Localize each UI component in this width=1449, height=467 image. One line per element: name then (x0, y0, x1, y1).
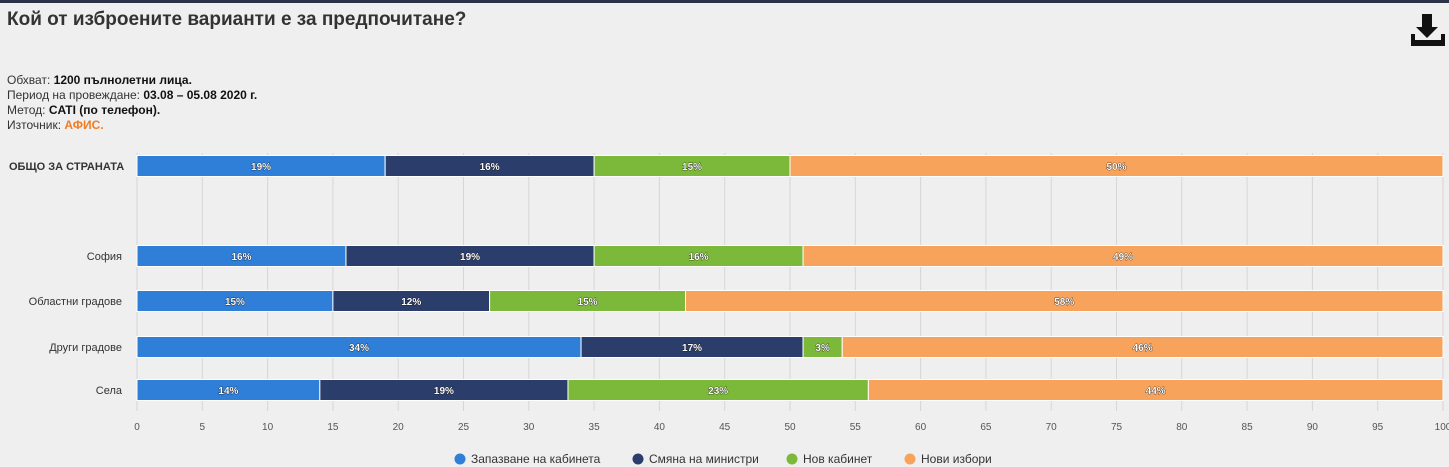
data-label: 15% (578, 297, 598, 308)
source-label: Източник: (7, 118, 62, 132)
legend-item[interactable]: Нов кабинет (786, 452, 873, 466)
legend-label: Нови избори (921, 452, 992, 466)
data-label: 34% (349, 343, 369, 354)
period-label: Период на провеждане: (7, 88, 141, 102)
data-label: 15% (682, 162, 702, 173)
x-tick-label: 5 (200, 422, 206, 433)
x-tick-label: 45 (719, 422, 731, 433)
x-tick-label: 75 (1111, 422, 1123, 433)
x-tick-label: 90 (1307, 422, 1319, 433)
bar-segment[interactable] (789, 155, 1444, 177)
x-tick-label: 50 (784, 422, 796, 433)
legend-label: Запазване на кабинета (471, 452, 601, 466)
legend-item[interactable]: Смяна на министри (632, 452, 759, 466)
data-label: 44% (1146, 386, 1166, 397)
data-label: 23% (708, 386, 728, 397)
stacked-bar-chart: 0 5 10 15 20 25 30 35 40 45 50 55 60 65 70 75 80 85 90 95 10… (9, 153, 1449, 466)
x-tick-label: 65 (980, 422, 992, 433)
period-value: 03.08 – 05.08 2020 г. (143, 88, 258, 102)
legend-marker (632, 453, 644, 465)
legend-marker (786, 453, 798, 465)
x-tick-label: 60 (915, 422, 927, 433)
data-label: 49% (1113, 252, 1133, 263)
chart-title: Кой от изброените варианти е за предпочи… (7, 9, 467, 30)
x-tick-label: 40 (654, 422, 666, 433)
x-tick-label: 25 (458, 422, 470, 433)
x-tick-label: 55 (850, 422, 862, 433)
data-label: 50% (1106, 162, 1126, 173)
x-tick-label: 80 (1176, 422, 1188, 433)
data-label: 46% (1133, 343, 1153, 354)
data-label: 16% (480, 162, 500, 173)
bar-segment[interactable] (685, 290, 1444, 312)
x-tick-label: 30 (523, 422, 535, 433)
scope-label: Обхват: (7, 73, 51, 87)
x-tick-label: 100 (1435, 422, 1449, 433)
data-label: 19% (251, 162, 271, 173)
x-tick-label: 10 (262, 422, 274, 433)
data-label: 15% (225, 297, 245, 308)
legend-label: Смяна на министри (649, 452, 759, 466)
bar-segment[interactable] (841, 336, 1444, 358)
download-button[interactable] (1411, 12, 1445, 46)
data-label: 17% (682, 343, 702, 354)
legend-marker (454, 453, 466, 465)
category-label: ОБЩО ЗА СТРАНАТА (9, 161, 124, 173)
survey-info: Обхват: 1200 пълнолетни лица. Период на … (7, 73, 257, 133)
bar-segment[interactable] (867, 379, 1444, 401)
source-link[interactable]: АФИС. (64, 118, 104, 132)
category-label: Областни градове (29, 296, 122, 308)
legend-item[interactable]: Нови избори (904, 452, 992, 466)
data-label: 19% (434, 386, 454, 397)
category-label: Села (96, 385, 123, 397)
legend-item[interactable]: Запазване на кабинета (454, 452, 601, 466)
x-tick-label: 0 (134, 422, 140, 433)
x-tick-label: 20 (393, 422, 405, 433)
data-label: 16% (689, 252, 709, 263)
data-label: 58% (1054, 297, 1074, 308)
legend-marker (904, 453, 916, 465)
x-tick-label: 85 (1242, 422, 1254, 433)
x-tick-label: 95 (1372, 422, 1384, 433)
data-label: 3% (815, 343, 830, 354)
legend-label: Нов кабинет (803, 452, 873, 466)
x-tick-label: 35 (589, 422, 601, 433)
data-label: 14% (218, 386, 238, 397)
x-tick-label: 70 (1046, 422, 1058, 433)
data-label: 12% (401, 297, 421, 308)
bar-segment[interactable] (802, 245, 1444, 267)
data-label: 19% (460, 252, 480, 263)
category-label: Други градове (49, 342, 122, 354)
method-value: CATI (по телефон). (48, 103, 161, 117)
category-label: София (87, 251, 122, 263)
scope-value: 1200 пълнолетни лица. (53, 73, 192, 87)
data-label: 16% (231, 252, 251, 263)
method-label: Метод: (7, 103, 46, 117)
x-tick-label: 15 (327, 422, 339, 433)
download-icon (1411, 14, 1445, 46)
